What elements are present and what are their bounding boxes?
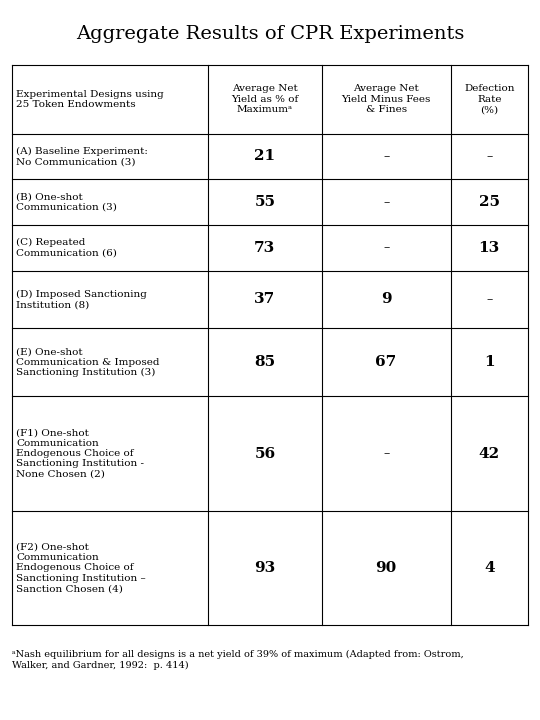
Text: (D) Imposed Sanctioning
Institution (8): (D) Imposed Sanctioning Institution (8) (16, 289, 147, 309)
Text: 55: 55 (254, 195, 275, 209)
Text: Defection
Rate
(%): Defection Rate (%) (464, 84, 515, 114)
Text: 67: 67 (375, 355, 397, 369)
Text: (C) Repeated
Communication (6): (C) Repeated Communication (6) (16, 238, 117, 258)
Text: 1: 1 (484, 355, 495, 369)
Text: 85: 85 (254, 355, 275, 369)
Text: 42: 42 (479, 446, 500, 461)
Text: (E) One-shot
Communication & Imposed
Sanctioning Institution (3): (E) One-shot Communication & Imposed San… (16, 347, 159, 377)
Text: –: – (383, 150, 389, 163)
Text: –: – (383, 241, 389, 254)
Text: Average Net
Yield as % of
Maximumᵃ: Average Net Yield as % of Maximumᵃ (231, 84, 299, 114)
Text: Average Net
Yield Minus Fees
& Fines: Average Net Yield Minus Fees & Fines (341, 84, 431, 114)
Text: (F2) One-shot
Communication
Endogenous Choice of
Sanctioning Institution –
Sanct: (F2) One-shot Communication Endogenous C… (16, 543, 146, 593)
Text: Aggregate Results of CPR Experiments: Aggregate Results of CPR Experiments (76, 25, 464, 43)
Text: 93: 93 (254, 561, 275, 575)
Text: Experimental Designs using
25 Token Endowments: Experimental Designs using 25 Token Endo… (16, 89, 164, 109)
Text: 4: 4 (484, 561, 495, 575)
Text: (F1) One-shot
Communication
Endogenous Choice of
Sanctioning Institution -
None : (F1) One-shot Communication Endogenous C… (16, 428, 144, 479)
Text: –: – (486, 293, 492, 306)
Text: (A) Baseline Experiment:
No Communication (3): (A) Baseline Experiment: No Communicatio… (16, 147, 148, 166)
Text: ᵃNash equilibrium for all designs is a net yield of 39% of maximum (Adapted from: ᵃNash equilibrium for all designs is a n… (12, 650, 464, 670)
Text: –: – (383, 196, 389, 209)
Text: 73: 73 (254, 241, 275, 255)
Text: –: – (486, 150, 492, 163)
Text: –: – (383, 447, 389, 460)
Text: 37: 37 (254, 292, 275, 306)
Text: (B) One-shot
Communication (3): (B) One-shot Communication (3) (16, 192, 117, 212)
Text: 21: 21 (254, 150, 275, 163)
Text: 56: 56 (254, 446, 275, 461)
Text: 25: 25 (479, 195, 500, 209)
Text: 90: 90 (375, 561, 397, 575)
Text: 9: 9 (381, 292, 392, 306)
Text: 13: 13 (478, 241, 500, 255)
